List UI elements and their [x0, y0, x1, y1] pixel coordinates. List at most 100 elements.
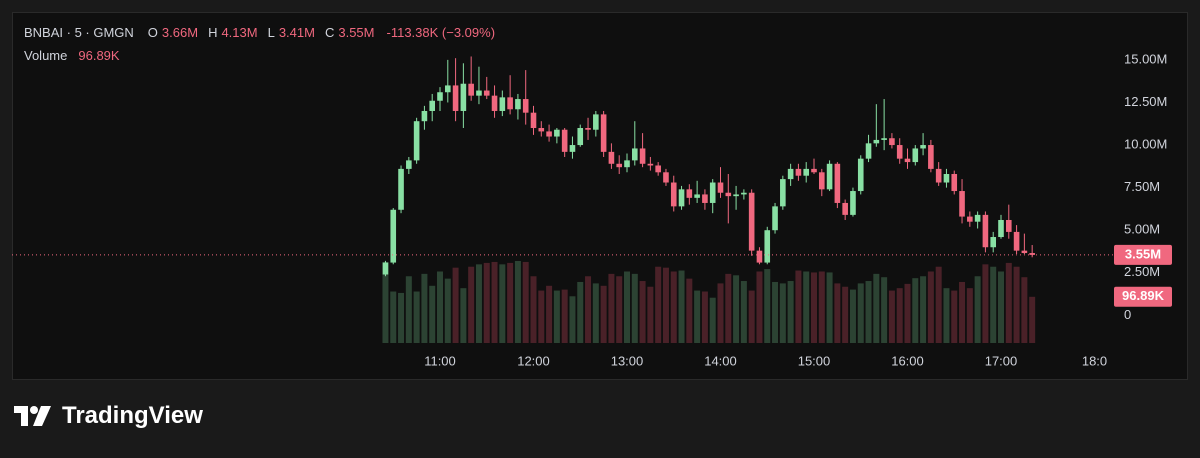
candle-body — [982, 214, 989, 248]
candle-body — [935, 168, 942, 183]
candle-body — [670, 182, 677, 207]
volume-bar — [748, 290, 755, 343]
volume-bar — [507, 262, 514, 343]
candle-body — [920, 145, 926, 149]
volume-bar — [740, 281, 747, 343]
candle-body — [631, 148, 638, 161]
high-value: 4.13M — [221, 25, 258, 40]
candle-body — [499, 97, 506, 111]
candle-body — [429, 100, 436, 111]
last-volume-label: 96.89K — [1122, 288, 1165, 303]
candle-body — [515, 99, 521, 110]
candle-body — [842, 202, 848, 215]
volume-bar — [600, 285, 607, 343]
low-label: L — [267, 25, 275, 40]
candle-body — [554, 129, 560, 137]
volume-bar — [959, 281, 966, 343]
candle-body — [1005, 219, 1012, 232]
volume-bar — [896, 288, 903, 343]
candle-body — [733, 194, 739, 197]
candle-body — [569, 145, 576, 152]
y-tick-label: 12.50M — [1124, 94, 1167, 109]
volume-bar — [569, 296, 576, 343]
volume-bar — [912, 278, 919, 343]
volume-bar — [795, 270, 802, 343]
candle-body — [725, 192, 732, 197]
symbol: BNBAI · 5 · GMGN — [24, 25, 134, 40]
open-value: 3.66M — [161, 25, 199, 40]
candle-body — [974, 214, 981, 222]
open-label: O — [147, 25, 158, 40]
volume-bar — [437, 271, 443, 343]
volume-bar — [818, 271, 825, 343]
volume-bar — [452, 267, 459, 343]
volume-bar — [655, 266, 662, 343]
candle-body — [452, 85, 459, 111]
candle-body — [702, 194, 708, 203]
candle-body — [390, 209, 397, 263]
change: -113.38K (−3.09%) — [386, 25, 496, 40]
volume-bar — [491, 261, 498, 343]
candle-body — [990, 237, 997, 248]
candle-body — [811, 168, 817, 173]
volume-bar — [460, 288, 467, 343]
x-tick-label: 15:00 — [798, 353, 831, 368]
candle-body — [616, 163, 623, 168]
volume-bar — [530, 276, 537, 343]
x-tick-label: 18:0 — [1082, 353, 1107, 368]
candle-body — [834, 163, 841, 203]
volume-bar — [585, 276, 592, 343]
volume-bar — [1029, 296, 1036, 343]
last-price-label: 3.55M — [1125, 246, 1161, 261]
brand-logo[interactable]: TradingView — [14, 402, 203, 430]
volume-bar — [514, 261, 521, 343]
volume-bar — [803, 271, 810, 343]
volume-bar — [475, 264, 482, 343]
volume-bar — [1021, 277, 1028, 343]
candle-body — [998, 219, 1004, 238]
candle-body — [748, 192, 755, 251]
candle-body — [406, 160, 412, 169]
candle-body — [593, 114, 599, 130]
volume-bar — [592, 283, 599, 343]
last-volume-box — [1114, 286, 1172, 307]
volume-bar — [834, 283, 841, 343]
candle-body — [561, 129, 568, 152]
volume-bar — [647, 286, 654, 343]
candle-body — [382, 262, 389, 275]
candle-body — [639, 148, 646, 164]
volume-bar — [546, 285, 553, 343]
candle-body — [538, 128, 545, 132]
volume-bar — [608, 273, 615, 343]
volume-bar — [390, 291, 397, 343]
volume-bar — [990, 266, 997, 343]
volume-bar — [405, 276, 412, 343]
volume-row: Volume 96.89K — [24, 48, 120, 63]
volume-bar — [631, 273, 638, 343]
candle-body — [600, 114, 607, 152]
volume-label: Volume — [24, 48, 68, 63]
volume-bar — [811, 272, 817, 343]
volume-bar — [670, 271, 677, 343]
volume-bar — [927, 271, 934, 343]
last-price-box — [1114, 244, 1172, 265]
candle-body — [398, 168, 404, 210]
candle-body — [943, 174, 950, 183]
low-value: 3.41M — [278, 25, 315, 40]
volume-bar — [444, 278, 451, 343]
candle-body — [686, 189, 693, 198]
volume-bar — [787, 281, 794, 343]
volume-bar — [577, 281, 584, 343]
candle-body — [764, 230, 771, 263]
y-tick-label: 0 — [1124, 307, 1131, 322]
candle-body — [460, 83, 467, 111]
volume-bar — [943, 288, 950, 343]
volume-bar — [842, 286, 849, 343]
volume-bar — [733, 275, 740, 343]
x-tick-label: 16:00 — [891, 353, 924, 368]
volume-bar — [881, 277, 888, 343]
volume-bar — [873, 273, 880, 343]
volume-bar — [398, 292, 405, 343]
